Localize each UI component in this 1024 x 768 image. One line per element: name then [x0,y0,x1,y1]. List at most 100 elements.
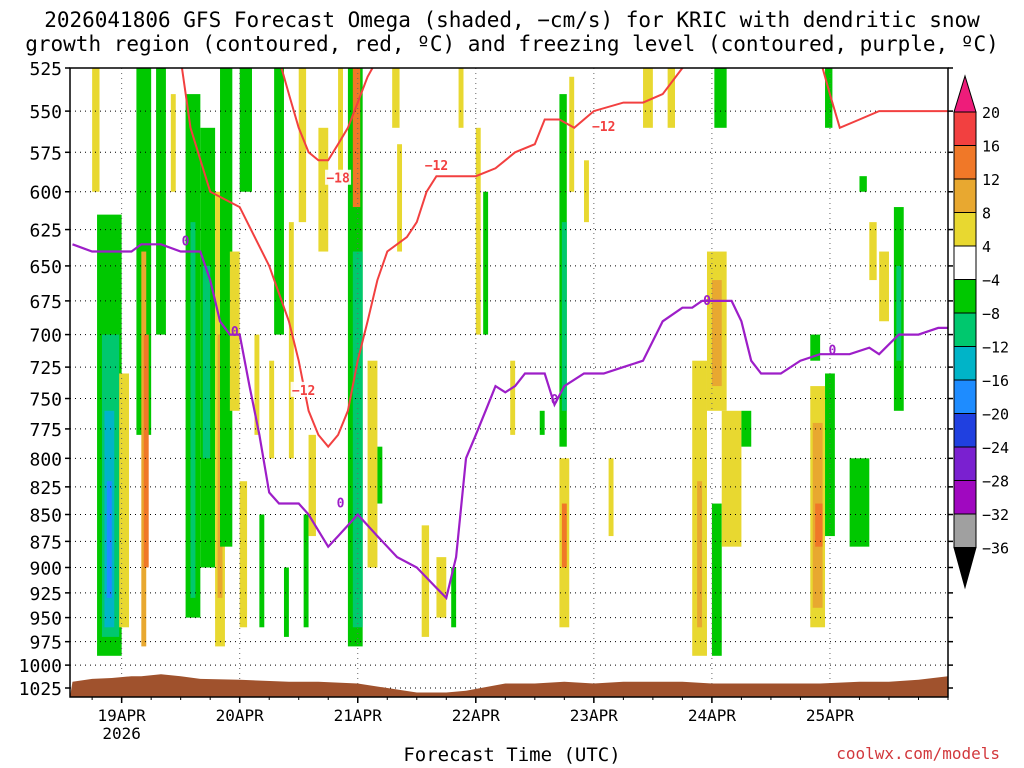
y-tick-label: 850 [29,506,62,527]
omega-cell [825,373,835,537]
x-tick-label: 19APR [98,706,147,725]
colorbar-segment [953,245,977,280]
omega-cell [254,334,260,435]
freezing-level-label: 0 [703,294,711,309]
omega-cell [569,76,575,192]
omega-cell [239,481,248,628]
y-tick-label: 800 [29,449,62,470]
colorbar-tip-top [953,74,977,113]
y-tick-label: 775 [29,420,62,441]
freezing-level-label: 0 [337,497,345,512]
omega-cell [259,514,265,628]
omega-cell [475,127,481,335]
omega-cell [303,514,309,628]
omega-cell [269,360,275,459]
y-tick-label: 725 [29,358,62,379]
dgz-contour-line [180,68,948,449]
colorbar-segment [953,212,977,247]
omega-cell [451,567,457,628]
colorbar-tip-bottom [953,547,977,590]
omega-cell [711,280,722,387]
dgz-label-bg [423,157,450,173]
x-tick-sublabel: 2026 [102,724,141,743]
omega-cell [239,68,252,192]
omega-cell [106,481,112,598]
y-tick-label: 675 [29,292,62,313]
y-tick-label: 650 [29,257,62,278]
terrain-area [70,674,948,697]
omega-cell [283,567,289,637]
colorbar-segment [953,513,977,548]
y-tick-label: 625 [29,221,62,242]
freezing-level-label: 0 [231,325,239,340]
omega-cell [318,127,329,252]
omega-cell [859,176,867,192]
omega-cell [308,434,316,537]
colorbar-label: −4 [982,272,1000,290]
omega-cell [714,68,727,128]
colorbar-label: −24 [982,439,1009,457]
omega-cell [377,446,383,504]
omega-cell [421,525,430,637]
colorbar-segment [953,413,977,448]
x-tick-label: 22APR [452,706,501,725]
omega-cell [288,222,294,459]
omega-cell [217,334,223,598]
omega-cell [711,503,722,656]
colorbar-label: −28 [982,473,1009,491]
omega-cell [190,222,196,598]
colorbar-segment [953,346,977,381]
dgz-contour-label: −12 [425,159,448,174]
colorbar-segment [953,379,977,414]
colorbar-label: 20 [982,104,1000,122]
omega-cell [825,68,833,128]
omega-cell [584,160,589,223]
terrain-fill [70,674,948,697]
omega-cell [896,265,902,361]
colorbar-segment [953,111,977,146]
omega-cell [458,68,464,128]
omega-cell [156,68,166,335]
freezing-level-label: 0 [551,393,559,408]
y-tick-label: 1025 [19,679,62,700]
omega-cell [643,68,653,128]
y-tick-label: 750 [29,390,62,411]
colorbar-segment [953,178,977,213]
y-tick-label: 700 [29,326,62,347]
colorbar-label: 4 [982,238,991,256]
omega-cell [436,557,447,618]
omega-cell [869,222,877,281]
y-tick-label: 875 [29,532,62,553]
contour-lines: −12 −18 −12 −12 0 0 0 0 0 0 [72,68,948,601]
omega-cell [397,144,403,252]
colorbar-segment [953,480,977,515]
omega-cell [338,68,343,177]
omega-cell [143,334,149,568]
omega-cell [721,410,742,547]
omega-cell [274,68,284,335]
x-tick-label: 20APR [216,706,265,725]
omega-cell [170,94,176,192]
y-tick-label: 600 [29,183,62,204]
chart-title-line1: 2026041806 GFS Forecast Omega (shaded, −… [44,8,980,32]
omega-cell [352,251,363,628]
omega-cell [220,68,233,547]
colorbar-segment [953,446,977,481]
colorbar-segment [953,279,977,314]
colorbar-segment [953,312,977,347]
credit-link[interactable]: coolwx.com/models [836,744,1000,763]
colorbar-label: −32 [982,506,1009,524]
omega-cell [815,503,823,547]
freezing-level-label: 0 [182,234,190,249]
y-tick-label: 1000 [19,656,62,677]
colorbar-label: 8 [982,205,991,223]
chart-title-line2: growth region (contoured, red, ºC) and f… [25,32,999,56]
colorbar-label: −16 [982,372,1009,390]
x-tick-label: 21APR [334,706,383,725]
omega-cell [561,222,567,411]
omega-cell [561,503,567,568]
omega-cell [741,410,752,447]
y-tick-label: 825 [29,478,62,499]
y-tick-label: 525 [29,59,62,80]
